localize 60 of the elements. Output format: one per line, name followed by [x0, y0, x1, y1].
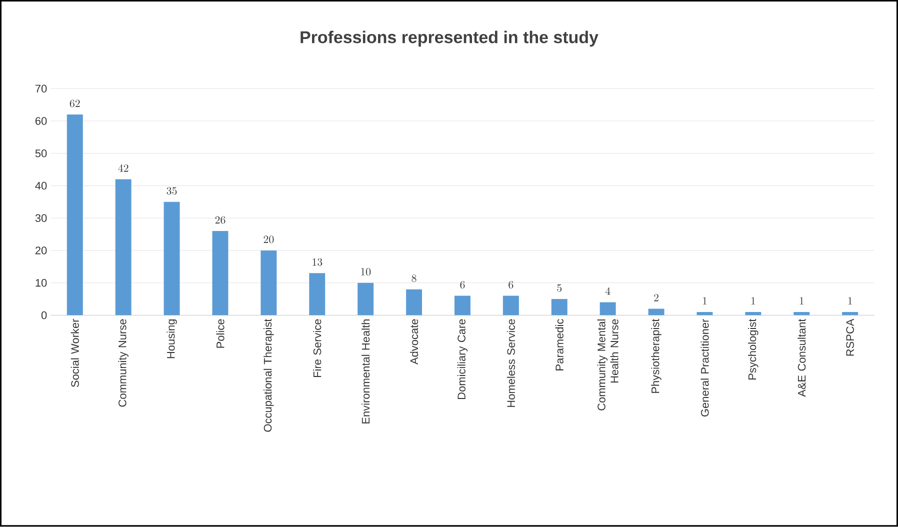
y-tick-label: 10	[36, 279, 47, 287]
y-tick-label: 20	[35, 246, 47, 255]
data-label: 10	[361, 268, 371, 276]
data-label: 35	[166, 187, 177, 195]
data-label: 8	[412, 274, 416, 282]
data-label: 6	[508, 281, 514, 289]
bar	[454, 296, 470, 316]
bar	[212, 231, 228, 316]
bar	[406, 290, 422, 316]
bar	[600, 302, 616, 316]
chart-title: Professions represented in the study	[300, 30, 598, 47]
bar	[794, 312, 810, 316]
x-tick-label: Social Worker	[70, 319, 79, 388]
y-tick-label: 50	[35, 150, 47, 158]
data-label: 1	[751, 297, 756, 305]
bar	[502, 296, 519, 316]
data-label: 5	[557, 284, 562, 292]
bar	[115, 179, 132, 316]
data-label: 1	[702, 297, 707, 305]
y-tick-label: 60	[35, 117, 47, 126]
y-tick-label: 0	[41, 312, 47, 320]
x-tick-label: Housing	[166, 320, 177, 358]
bar	[745, 312, 762, 316]
y-tick-label: 40	[35, 182, 47, 190]
y-tick-label: 70	[35, 84, 47, 93]
x-tick-label: Homeless Service	[506, 319, 515, 408]
data-label: 1	[800, 297, 804, 305]
x-tick-label: A&E Consultant	[798, 319, 806, 398]
bar	[842, 312, 858, 316]
bar	[358, 283, 374, 316]
x-tick-label: Fire Service	[313, 319, 322, 378]
y-tick-label: 30	[35, 214, 47, 222]
x-tick-label: Advocate	[410, 319, 418, 365]
bar	[551, 299, 568, 316]
x-tick-label: Domiciliary Care	[457, 319, 468, 400]
bar	[66, 114, 83, 316]
x-tick-label: Community Nurse	[118, 319, 128, 407]
bar	[309, 273, 326, 316]
x-tick-label: Community Mental Health Nurse	[597, 319, 618, 411]
x-tick-label: Environmental Health	[362, 320, 370, 424]
data-label: 2	[654, 294, 658, 302]
data-label: 6	[460, 281, 465, 289]
data-label: 13	[312, 258, 322, 266]
data-label: 4	[605, 288, 610, 295]
bar	[164, 202, 180, 316]
x-tick-label: Occupational Therapist	[264, 319, 274, 432]
x-tick-label: Physiotherapist	[651, 319, 662, 394]
x-tick-label: Police	[216, 319, 224, 348]
x-tick-label: General Practitioner	[700, 319, 709, 417]
data-label: 26	[215, 216, 226, 224]
bar	[260, 250, 277, 316]
bar	[648, 308, 664, 316]
bar	[696, 312, 713, 316]
data-label: 20	[264, 236, 274, 244]
x-tick-label: Psychologist	[748, 319, 758, 380]
data-label: 42	[118, 164, 128, 172]
x-tick-label: RSPCA	[846, 318, 854, 356]
data-label: 62	[70, 100, 80, 108]
data-label: 1	[848, 297, 852, 305]
x-tick-label: Paramedic	[555, 319, 564, 371]
